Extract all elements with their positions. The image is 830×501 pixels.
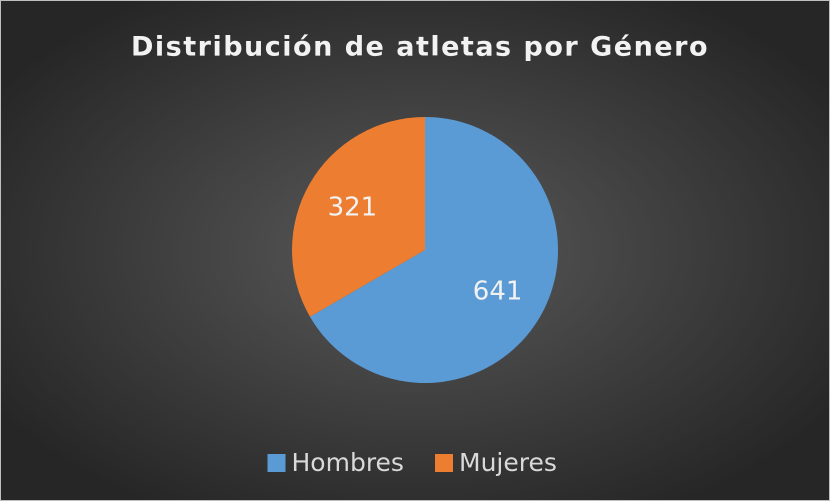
chart-title: Distribución de atletas por Género [131, 32, 709, 63]
data-label: 321 [328, 193, 378, 223]
legend-swatch [435, 454, 453, 472]
pie-slice [309, 117, 559, 383]
legend-swatch [267, 454, 286, 472]
data-label: 641 [473, 276, 523, 306]
pie-slice [292, 117, 425, 317]
legend-label: Mujeres [459, 448, 557, 477]
legend-label: Hombres [292, 448, 404, 477]
